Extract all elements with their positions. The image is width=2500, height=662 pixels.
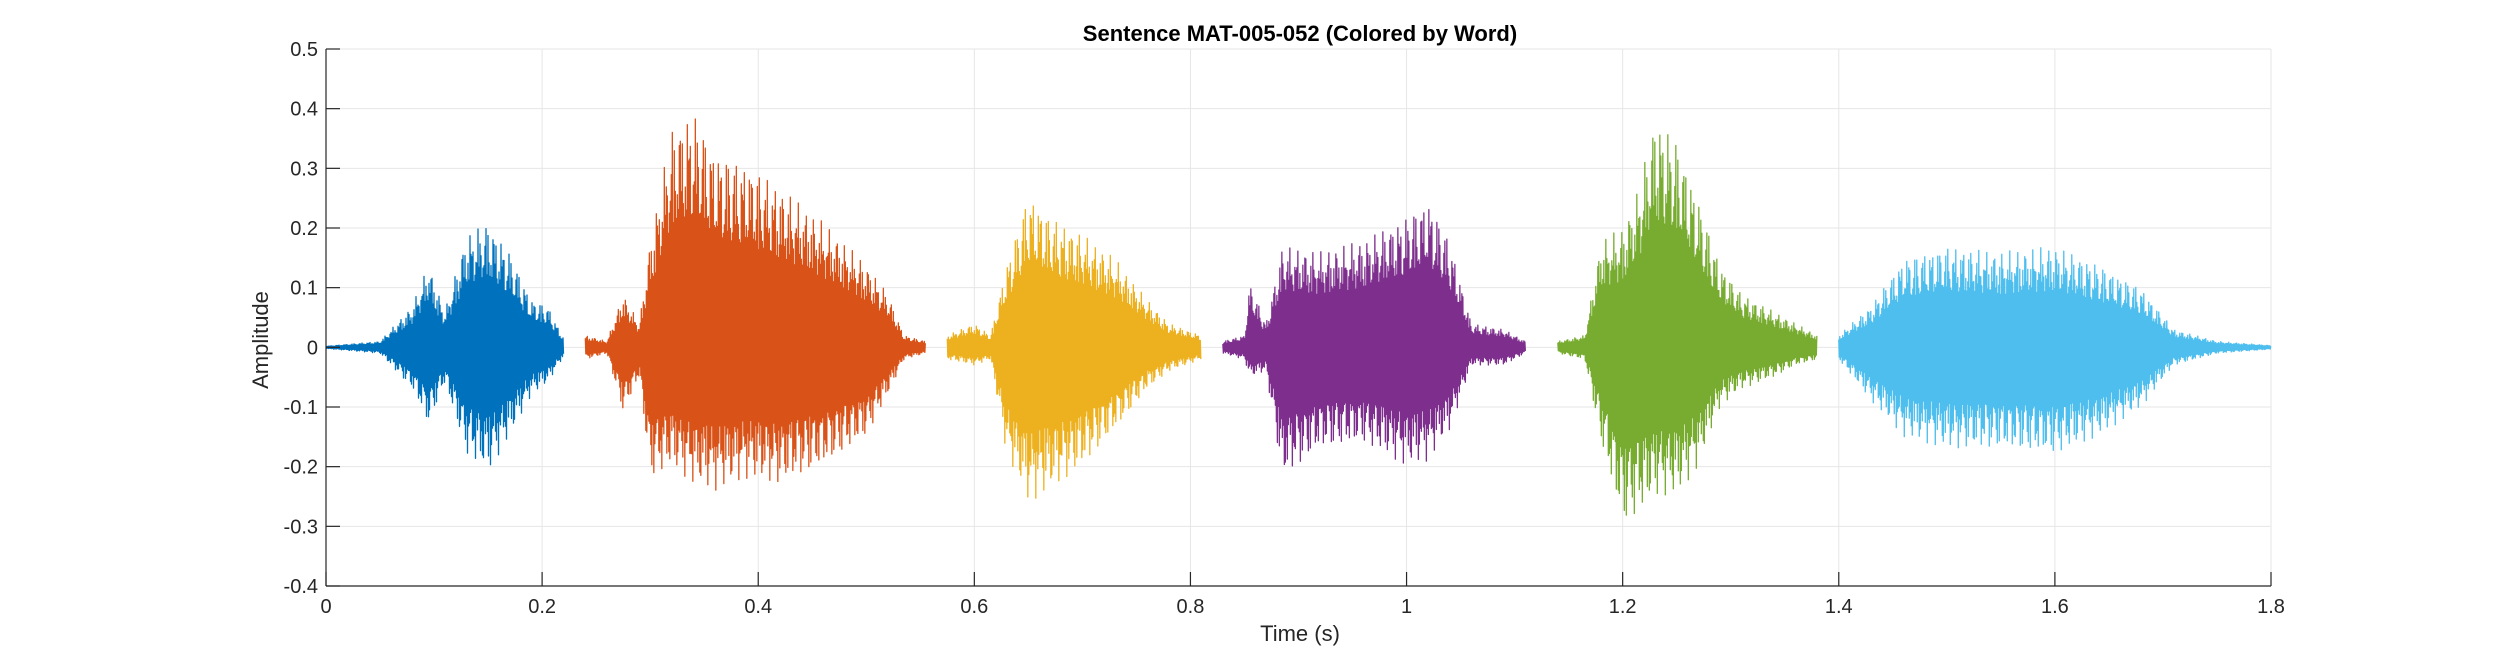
series-layer — [325, 118, 2272, 516]
x-tick-label: 1.8 — [2257, 596, 2285, 618]
waveform-series-2 — [584, 118, 926, 491]
x-axis-label: Time (s) — [1260, 621, 1340, 646]
y-tick-label: 0.3 — [290, 158, 318, 180]
chart-title: Sentence MAT-005-052 (Colored by Word) — [1083, 21, 1517, 46]
waveform-series-5 — [1557, 134, 1818, 516]
x-tick-label: 0.2 — [528, 596, 556, 618]
y-tick-label: 0 — [307, 337, 318, 359]
waveform-series-3 — [946, 205, 1202, 499]
x-tick-label: 1.2 — [1609, 596, 1637, 618]
axes — [325, 48, 2272, 587]
tick-labels: 0 0.2 0.4 0.6 0.8 1 1.2 1.4 1.6 1.8 -0.4 -0.3 -0.2 -0… — [284, 39, 2285, 618]
x-tick-label: 0 — [320, 596, 331, 618]
y-tick-label: 0.4 — [290, 99, 318, 121]
x-tick-label: 0.4 — [744, 596, 772, 618]
waveform-series-6 — [1838, 247, 2272, 452]
x-tick-label: 1 — [1401, 596, 1412, 618]
waveform-series-4 — [1222, 208, 1527, 467]
y-tick-label: -0.4 — [284, 576, 318, 598]
y-axis-label: Amplitude — [248, 291, 273, 389]
y-tick-label: -0.3 — [284, 516, 318, 538]
y-tick-label: -0.1 — [284, 397, 318, 419]
y-tick-label: 0.5 — [290, 39, 318, 61]
x-tick-label: 1.6 — [2041, 596, 2069, 618]
y-tick-label: 0.1 — [290, 278, 318, 300]
x-tick-label: 0.6 — [960, 596, 988, 618]
x-tick-label: 1.4 — [1825, 596, 1853, 618]
y-tick-label: -0.2 — [284, 457, 318, 479]
y-tick-label: 0.2 — [290, 218, 318, 240]
x-tick-label: 0.8 — [1177, 596, 1205, 618]
waveform-series-1 — [325, 227, 565, 466]
